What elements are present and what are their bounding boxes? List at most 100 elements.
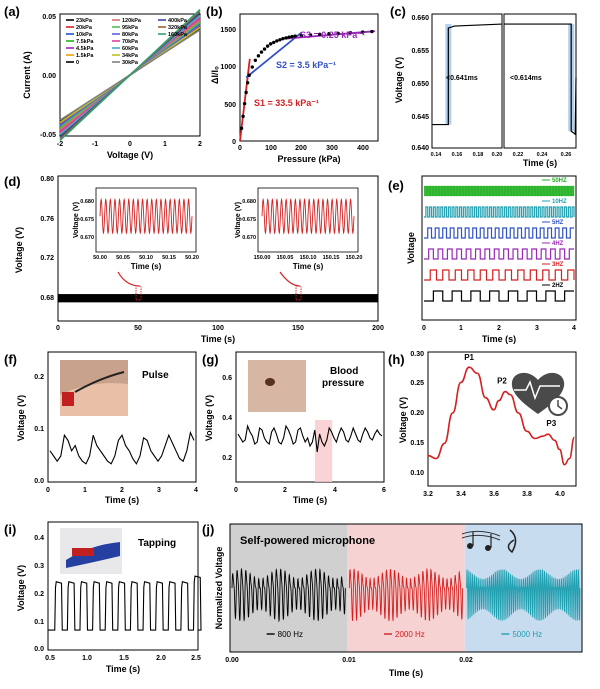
x-tick-d-0: 0 <box>56 325 60 332</box>
blood-pressure-wave <box>237 423 383 453</box>
data-point-10 <box>262 47 267 51</box>
pulse-title: Pulse <box>142 370 169 381</box>
y-label-h: Voltage (V) <box>398 397 408 443</box>
inset2-y-tick-2: 0.680 <box>242 199 256 205</box>
y-tick-c-2: 0.650 <box>411 81 429 88</box>
square-wave-3 <box>424 248 574 260</box>
legend-label-e-4: 3HZ <box>552 262 564 268</box>
y-tick-i-4: 0.4 <box>34 535 44 542</box>
x-tick-c-2: 0.18 <box>473 152 484 158</box>
data-point-4 <box>245 81 250 85</box>
x-tick-a-0: -2 <box>57 141 63 148</box>
fit-label-s1: S1 = 33.5 kPa⁻¹ <box>254 98 319 108</box>
data-point-19 <box>290 34 294 39</box>
legend-label-a-8: 95kPa <box>122 25 139 31</box>
frequency-response-plot: 50HZ 10HZ 5HZ 4HZ 3HZ 2HZ <box>424 178 575 302</box>
y-tick-b-2: 1000 <box>220 64 236 71</box>
neck-photo-background <box>248 360 306 412</box>
y-tick-i-3: 0.3 <box>34 563 44 570</box>
mic-wave-0 <box>231 567 346 623</box>
data-point-20 <box>293 34 297 38</box>
data-point-22 <box>308 33 313 37</box>
tapping-title: Tapping <box>138 538 176 549</box>
data-point-7 <box>253 58 258 63</box>
x-tick-h-1: 3.4 <box>456 491 466 498</box>
legend-label-a-3: 7.5kPa <box>76 39 94 45</box>
x-label-b: Pressure (kPa) <box>277 154 340 164</box>
inset-wave-0 <box>99 197 193 235</box>
fit-label-s3: S3 = 0.25 kPa⁻¹ <box>300 30 365 40</box>
response-time-plot <box>432 23 577 136</box>
signal-band <box>58 294 378 303</box>
legend-label-a-5: 1.5kPa <box>76 53 94 59</box>
x-tick-a-3: 1 <box>163 141 167 148</box>
sensor-clip <box>62 392 74 406</box>
y-tick-h-3: 0.25 <box>410 380 424 387</box>
x-tick-i-0: 0.5 <box>45 655 55 662</box>
panel-letter-a: (a) <box>4 4 20 19</box>
x-tick-f-4: 4 <box>194 487 198 494</box>
y-tick-f-0: 0.0 <box>34 478 44 485</box>
data-point-3 <box>244 90 248 95</box>
legend-label-a-9: 80kPa <box>122 32 139 38</box>
x-label-e: Time (s) <box>482 334 516 344</box>
panel-letter-j: (j) <box>202 522 214 537</box>
legend-label-e-1: 10HZ <box>552 199 567 205</box>
x-tick-d-1: 50 <box>134 325 142 332</box>
data-point-21 <box>299 33 304 38</box>
panel-e: (e) 50HZ 10HZ 5HZ 4HZ 3HZ 2HZ 0 1 2 3 4 Time … <box>388 175 577 344</box>
heart-icon <box>511 372 568 416</box>
x-tick-c-0: 0.14 <box>431 152 443 158</box>
x-tick-f-3: 3 <box>157 487 161 494</box>
x-tick-b-1: 100 <box>265 145 277 152</box>
x-tick-d-2: 100 <box>212 325 224 332</box>
data-point-26 <box>348 30 353 35</box>
x-label-a: Voltage (V) <box>107 150 153 160</box>
x-tick-g-0: 0 <box>234 487 238 494</box>
data-point-13 <box>272 40 276 45</box>
mic-wave-2 <box>466 568 581 621</box>
zoom-arrow-2 <box>279 271 301 287</box>
x-tick-b-4: 400 <box>357 145 369 152</box>
y-tick-d-3: 0.80 <box>40 176 54 183</box>
peak-label-1: P2 <box>497 376 507 385</box>
square-wave-2 <box>424 227 574 239</box>
inset2-x-label: Time (s) <box>293 262 324 271</box>
legend-j: 800 Hz 2000 Hz 5000 Hz <box>266 630 542 639</box>
inset2-y-label: Voltage (V) <box>235 202 242 238</box>
data-point-24 <box>327 32 331 36</box>
x-tick-e-1: 1 <box>459 325 463 332</box>
x-tick-j-2: 0.02 <box>459 657 473 664</box>
panel-letter-h: (h) <box>388 352 405 367</box>
stability-plot <box>58 294 378 303</box>
panel-f: (f) Pulse 0.0 0.1 0.2 0 1 2 3 4 Time (s)… <box>4 351 198 505</box>
inset1-x-tick-0: 50.00 <box>93 255 107 261</box>
y-tick-a-2: -0.05 <box>40 132 56 139</box>
data-point-16 <box>281 36 285 41</box>
y-tick-f-2: 0.2 <box>34 374 44 381</box>
x-tick-c-4: 0.22 <box>513 152 524 158</box>
inset2-x-tick-0: 150.00 <box>254 255 271 261</box>
x-tick-h-2: 3.6 <box>489 491 499 498</box>
y-label-g: Voltage (V) <box>204 395 214 441</box>
data-point-2 <box>242 101 247 106</box>
data-point-12 <box>268 42 273 46</box>
x-tick-e-3: 3 <box>535 325 539 332</box>
x-tick-d-3: 150 <box>292 325 304 332</box>
inset2-x-tick-1: 150.05 <box>277 255 294 261</box>
x-tick-i-3: 2.0 <box>156 655 166 662</box>
panel-letter-d: (d) <box>4 174 21 189</box>
panel-letter-b: (b) <box>206 4 223 19</box>
y-label-j: Normalized Voltage <box>214 547 224 630</box>
legend-label-a-11: 60kPa <box>122 46 139 52</box>
panel-c: (c) <0.641ms <0.614ms 0.660 0.655 0.650 … <box>390 4 577 168</box>
plot-frame-d <box>57 175 379 322</box>
x-tick-c-6: 0.26 <box>561 152 572 158</box>
y-label-e: Voltage <box>406 232 416 264</box>
data-point-23 <box>318 32 322 37</box>
y-label-d: Voltage (V) <box>14 227 24 273</box>
mic-wave-1 <box>348 567 464 622</box>
panel-g: (g) Blood pressure 0.2 0.4 0.6 0 2 4 6 T… <box>202 351 386 505</box>
bp-title-line1: Blood <box>330 366 358 377</box>
sensitivity-plot <box>239 29 376 142</box>
